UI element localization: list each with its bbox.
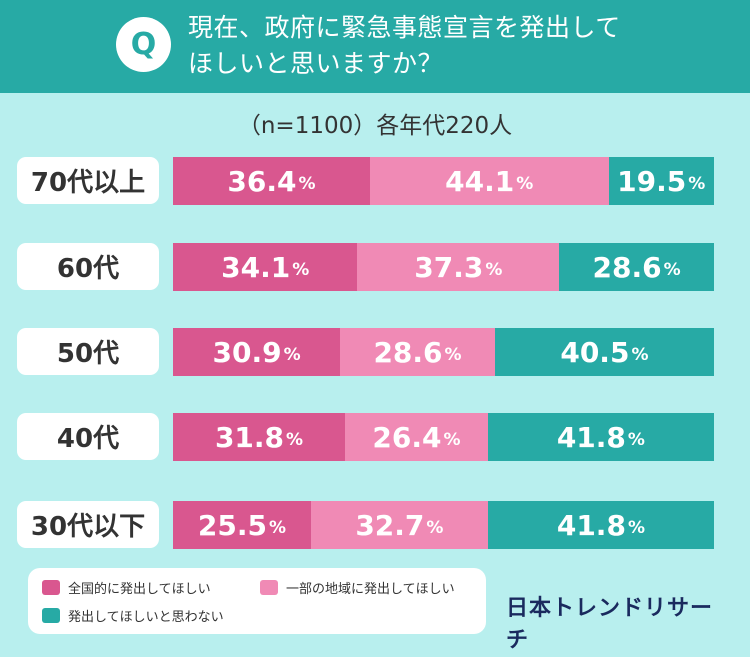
data-label: 31.8 [214, 420, 285, 454]
legend-swatch-partial [260, 580, 278, 595]
bar-segment-nationwide: 36.4% [173, 157, 370, 205]
bar-row: 31.8% 26.4% 41.8% [173, 413, 714, 461]
bar-segment-partial: 32.7% [310, 501, 488, 549]
percent-unit: % [688, 174, 706, 194]
data-label: 25.5 [197, 508, 267, 542]
percent-unit: % [485, 260, 503, 280]
bar-row: 36.4% 44.1% 19.5% [173, 157, 714, 205]
data-label: 40.5 [560, 335, 630, 369]
bar-row: 34.1% 37.3% 28.6% [173, 243, 714, 291]
legend-label-no: 発出してほしいと思わない [68, 610, 224, 625]
row-label: 70代以上 [17, 157, 159, 204]
bar-segment-partial: 26.4% [345, 413, 488, 461]
legend-label-nationwide: 全国的に発出してほしい [68, 582, 211, 597]
bar-segment-partial: 37.3% [357, 243, 560, 291]
legend-item-no: 発出してほしいと思わない [42, 606, 224, 625]
percent-unit: % [663, 260, 681, 280]
data-label: 34.1 [221, 250, 291, 284]
question-badge: Q [116, 17, 171, 72]
row-label: 60代 [17, 243, 159, 290]
percent-unit: % [269, 518, 287, 538]
question-line-1: 現在、政府に緊急事態宣言を発出して [188, 13, 621, 42]
percent-unit: % [292, 260, 310, 280]
bar-segment-no: 28.6% [559, 243, 714, 291]
bar-segment-no: 41.8% [487, 413, 714, 461]
percent-unit: % [443, 430, 461, 450]
legend-swatch-nationwide [42, 580, 60, 595]
bar-segment-no: 19.5% [608, 157, 714, 205]
bar-segment-partial: 28.6% [340, 328, 495, 376]
legend-swatch-no [42, 608, 60, 623]
legend-item-partial: 一部の地域に発出してほしい [260, 578, 455, 597]
brand-logo: 日本トレンドリサーチ [506, 596, 714, 653]
data-label: 28.6 [592, 250, 662, 284]
bar-segment-partial: 44.1% [369, 157, 609, 205]
row-label: 40代 [17, 413, 159, 460]
data-label: 28.6 [373, 335, 443, 369]
percent-unit: % [516, 174, 534, 194]
header-banner: Q 現在、政府に緊急事態宣言を発出して ほしいと思いますか？ [0, 0, 750, 93]
legend-label-partial: 一部の地域に発出してほしい [286, 582, 455, 597]
bar-segment-nationwide: 31.8% [173, 413, 346, 461]
legend-item-nationwide: 全国的に発出してほしい [42, 578, 211, 597]
percent-unit: % [298, 174, 316, 194]
data-label: 30.9 [212, 335, 282, 369]
percent-unit: % [444, 345, 462, 365]
bar-segment-no: 41.8% [487, 501, 714, 549]
bar-segment-nationwide: 25.5% [173, 501, 311, 549]
data-label: 36.4 [227, 164, 297, 198]
bar-row: 25.5% 32.7% 41.8% [173, 501, 714, 549]
bar-segment-no: 40.5% [494, 328, 714, 376]
data-label: 44.1 [445, 164, 515, 198]
question-text: 現在、政府に緊急事態宣言を発出して ほしいと思いますか？ [188, 10, 708, 82]
question-line-2: ほしいと思いますか？ [188, 49, 444, 78]
legend: 全国的に発出してほしい 一部の地域に発出してほしい 発出してほしいと思わない [28, 568, 486, 634]
data-label: 37.3 [414, 250, 484, 284]
percent-unit: % [286, 430, 304, 450]
percent-unit: % [283, 345, 301, 365]
row-label: 30代以下 [17, 501, 159, 548]
data-label: 26.4 [372, 420, 442, 454]
data-label: 32.7 [355, 508, 425, 542]
sample-size-note: （n=1100）各年代220人 [237, 113, 513, 139]
data-label: 19.5 [617, 164, 687, 198]
percent-unit: % [627, 430, 645, 450]
bar-segment-nationwide: 34.1% [173, 243, 358, 291]
data-label: 41.8 [556, 508, 626, 542]
percent-unit: % [627, 518, 645, 538]
percent-unit: % [631, 345, 649, 365]
bar-segment-nationwide: 30.9% [173, 328, 341, 376]
bar-row: 30.9% 28.6% 40.5% [173, 328, 714, 376]
percent-unit: % [426, 518, 444, 538]
data-label: 41.8 [556, 420, 626, 454]
row-label: 50代 [17, 328, 159, 375]
